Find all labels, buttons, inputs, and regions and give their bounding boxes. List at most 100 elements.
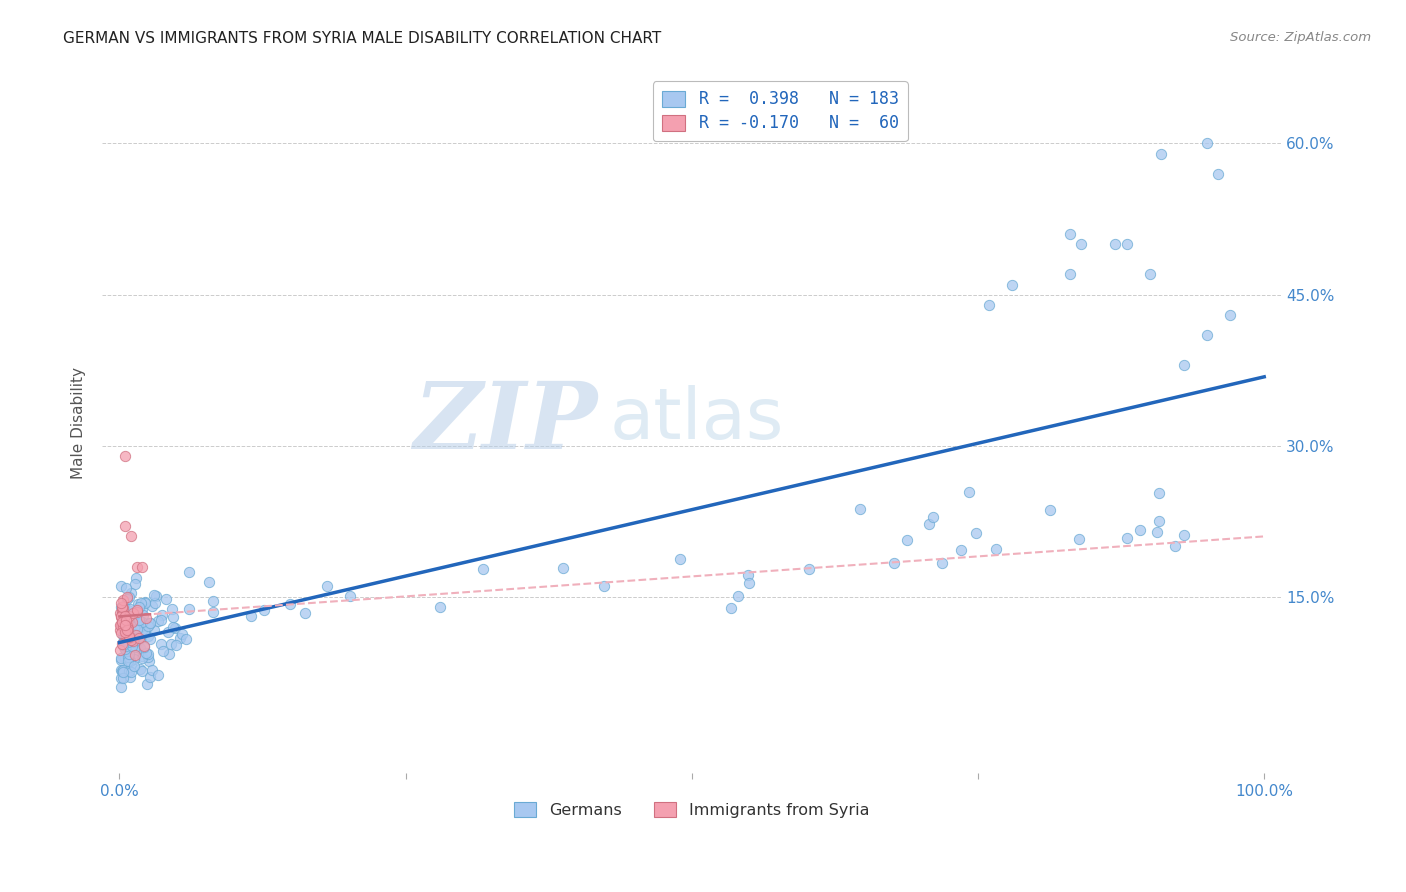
Point — [169, 631, 191, 645]
Point — [115, 618, 138, 632]
Point — [115, 615, 138, 629]
Text: Source: ZipAtlas.com: Source: ZipAtlas.com — [1230, 31, 1371, 45]
Point — [114, 642, 136, 657]
Point — [117, 630, 139, 644]
Point — [738, 576, 761, 591]
Point — [1219, 308, 1241, 322]
Point — [135, 646, 157, 660]
Point — [132, 607, 155, 622]
Point — [129, 619, 152, 633]
Point — [122, 651, 145, 665]
Point — [114, 622, 136, 636]
Point — [131, 559, 153, 574]
Point — [117, 603, 139, 617]
Point — [143, 588, 166, 602]
Point — [131, 618, 153, 632]
Point — [115, 624, 138, 638]
Point — [125, 628, 148, 642]
Point — [134, 595, 156, 609]
Point — [127, 625, 149, 640]
Point — [127, 634, 149, 648]
Point — [114, 624, 136, 638]
Point — [111, 638, 134, 652]
Point — [294, 607, 316, 621]
Point — [117, 619, 139, 633]
Point — [110, 623, 132, 637]
Point — [122, 613, 145, 627]
Point — [315, 579, 337, 593]
Point — [134, 624, 156, 638]
Point — [202, 594, 225, 608]
Point — [122, 659, 145, 673]
Point — [1001, 277, 1024, 292]
Point — [157, 647, 180, 661]
Point — [120, 529, 142, 543]
Point — [118, 629, 141, 643]
Point — [138, 615, 160, 630]
Point — [429, 599, 451, 614]
Point — [112, 611, 135, 625]
Point — [134, 624, 156, 639]
Point — [129, 596, 152, 610]
Point — [1150, 146, 1173, 161]
Point — [142, 624, 165, 638]
Point — [124, 648, 146, 662]
Point — [1139, 268, 1161, 282]
Point — [131, 664, 153, 678]
Point — [1039, 502, 1062, 516]
Point — [115, 613, 138, 627]
Point — [1147, 486, 1170, 500]
Point — [1059, 227, 1081, 242]
Point — [160, 602, 183, 616]
Point — [131, 650, 153, 665]
Point — [112, 627, 135, 641]
Point — [110, 618, 132, 632]
Point — [110, 671, 132, 685]
Point — [114, 519, 136, 533]
Point — [124, 640, 146, 654]
Point — [114, 609, 136, 624]
Point — [111, 615, 134, 629]
Point — [117, 635, 139, 649]
Point — [112, 649, 135, 664]
Point — [131, 649, 153, 664]
Point — [120, 632, 142, 647]
Point — [957, 485, 980, 500]
Point — [737, 568, 759, 582]
Point — [112, 635, 135, 649]
Point — [122, 634, 145, 648]
Point — [1104, 237, 1126, 252]
Point — [172, 626, 194, 640]
Point — [110, 681, 132, 695]
Point — [136, 629, 159, 643]
Point — [131, 631, 153, 645]
Point — [949, 542, 972, 557]
Point — [114, 629, 136, 643]
Point — [129, 662, 152, 676]
Point — [124, 576, 146, 591]
Point — [134, 596, 156, 610]
Point — [110, 618, 132, 632]
Point — [111, 607, 134, 622]
Point — [121, 615, 143, 629]
Point — [114, 449, 136, 463]
Point — [125, 606, 148, 620]
Text: atlas: atlas — [609, 385, 783, 454]
Point — [159, 637, 181, 651]
Point — [115, 625, 138, 640]
Point — [111, 599, 134, 614]
Point — [118, 632, 141, 646]
Point — [127, 605, 149, 619]
Point — [125, 559, 148, 574]
Point — [239, 609, 262, 624]
Point — [551, 561, 574, 575]
Point — [202, 606, 225, 620]
Point — [136, 650, 159, 665]
Point — [146, 668, 169, 682]
Point — [118, 632, 141, 646]
Point — [110, 608, 132, 623]
Point — [1116, 531, 1139, 545]
Point — [110, 610, 132, 624]
Point — [118, 602, 141, 616]
Point — [128, 631, 150, 645]
